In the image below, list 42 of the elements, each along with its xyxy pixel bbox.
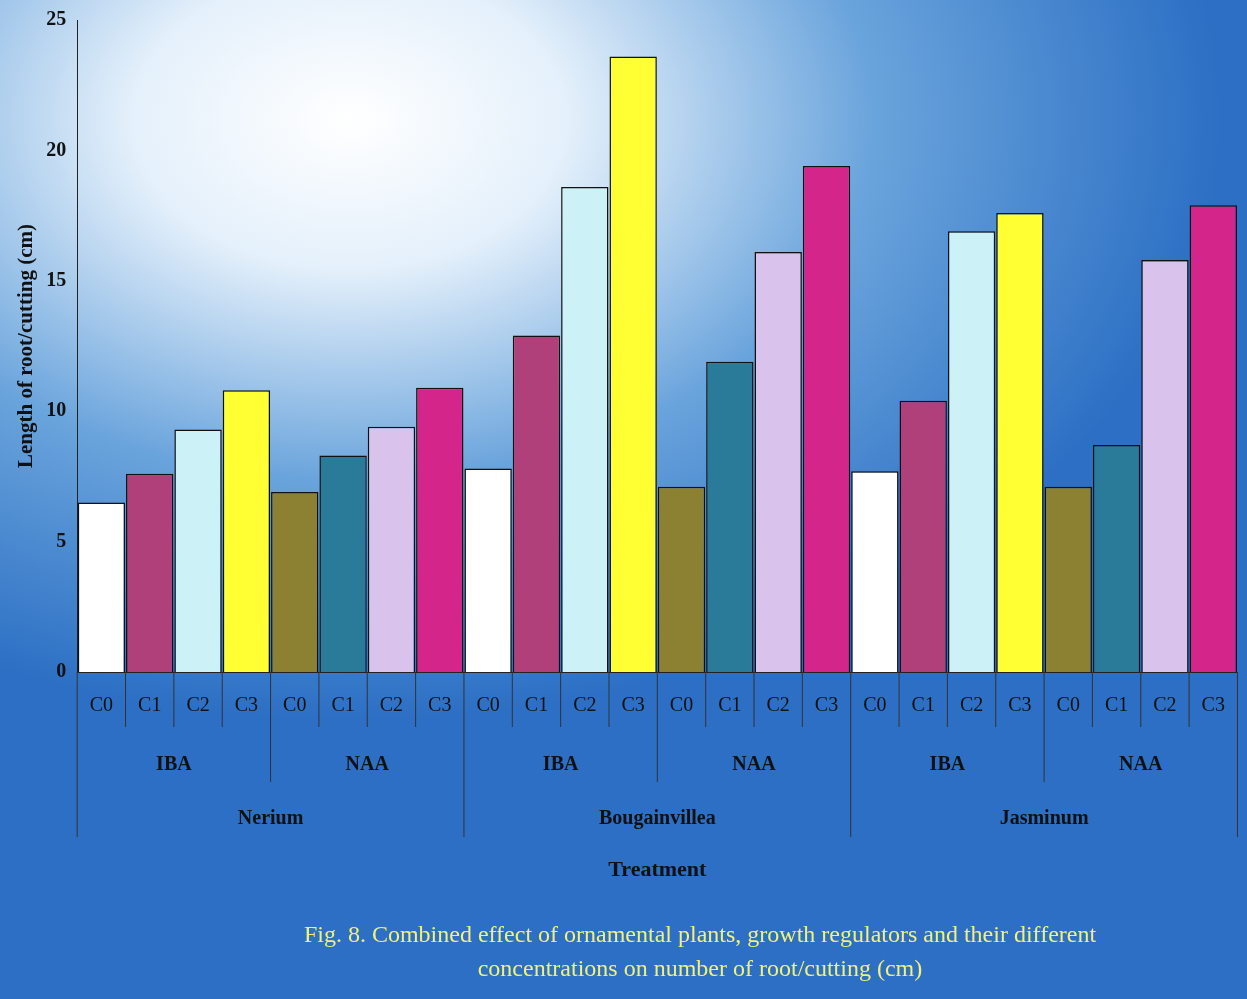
x-tick-label: C3 <box>814 693 839 716</box>
x-tick-label: C0 <box>283 693 307 716</box>
x-tick-label: C0 <box>1056 693 1080 716</box>
x-tick-label: C3 <box>1008 693 1032 716</box>
x-tick-label: C2 <box>186 693 210 716</box>
text: IBA <box>542 752 579 775</box>
text: NAA <box>1119 752 1163 775</box>
text: Bougainvillea <box>598 806 716 830</box>
x-tick-label: C1 <box>911 693 935 716</box>
text: Jasminum <box>999 806 1089 829</box>
y-tick-label: 25 <box>46 7 67 30</box>
text: NAA <box>345 752 390 775</box>
x-tick-label: C3 <box>234 693 259 716</box>
x-tick-label: C0 <box>476 693 500 716</box>
x-tick-label: C2 <box>573 693 597 716</box>
x-tick-label: C2 <box>766 693 790 716</box>
text: Treatment <box>608 855 708 881</box>
x-tick-label: C1 <box>331 693 355 716</box>
y-tick-label: 0 <box>56 659 67 682</box>
text: IBA <box>929 752 966 775</box>
x-tick-label: C0 <box>89 693 114 716</box>
x-tick-label: C1 <box>138 693 162 716</box>
text: NAA <box>732 752 777 775</box>
x-tick-label: C3 <box>428 693 452 716</box>
x-tick-label: C2 <box>959 693 984 716</box>
x-tick-label: C0 <box>669 693 694 716</box>
y-tick-label: 10 <box>46 398 67 421</box>
y-tick-label: 15 <box>46 267 67 290</box>
text: Nerium <box>237 806 304 829</box>
caption: Fig. 8. Combined effect of ornamental plants, growth regulators and their different concentrations on number of root/cutting (cm) <box>302 920 1098 983</box>
x-tick-label: C2 <box>379 693 404 716</box>
x-tick-label: C2 <box>1153 693 1177 716</box>
x-tick-label: C1 <box>718 693 742 716</box>
x-tick-label: C3 <box>1201 693 1225 716</box>
y-tick-label: 20 <box>46 137 67 160</box>
x-tick-label: C3 <box>621 693 645 716</box>
x-tick-label: C1 <box>524 693 549 716</box>
y-axis-title: Length of root/cutting (cm) <box>13 224 38 468</box>
x-tick-label: C1 <box>1104 693 1129 716</box>
text: IBA <box>156 752 193 775</box>
y-tick-label: 5 <box>56 528 67 551</box>
x-tick-label: C0 <box>863 693 887 716</box>
